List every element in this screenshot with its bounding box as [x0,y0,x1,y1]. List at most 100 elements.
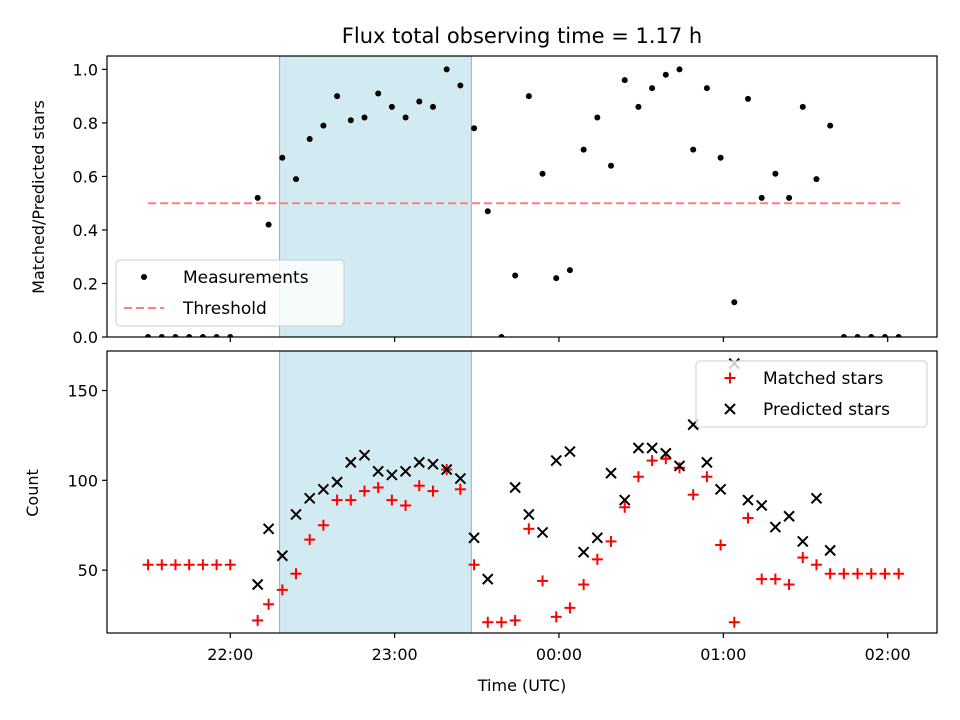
data-point [690,146,697,153]
data-point [413,456,425,469]
data-point [865,568,877,580]
data-point [756,573,768,585]
data-point [578,579,590,591]
legend-marker [141,274,147,280]
data-point [676,66,683,73]
data-point [427,485,439,497]
data-point [605,467,617,479]
data-point [172,334,179,337]
data-point [632,471,644,483]
data-point [388,103,395,110]
x-tick-label: 00:00 [536,645,582,664]
y-tick-label: 0.4 [73,221,98,240]
data-point [525,93,532,100]
data-point [345,494,357,506]
data-point [879,568,891,580]
data-point [293,176,300,183]
legend: Measurements Threshold [115,259,345,327]
data-point [443,66,450,73]
data-point [649,85,656,92]
legend-label: Matched stars [763,369,883,389]
data-point [591,553,603,565]
y-axis-label-ratio: Matched/Predicted stars [29,100,48,294]
y-tick-label: 0.0 [73,328,98,347]
data-point [413,480,425,492]
data-point [810,492,823,504]
data-point [660,453,672,465]
data-point [646,442,658,454]
data-point [701,456,713,469]
data-point [416,98,423,105]
data-point [854,334,861,337]
data-point [840,334,847,337]
y-tick-label: 50 [78,561,98,580]
data-point [893,568,905,580]
plot-area [145,66,902,337]
data-point [827,122,834,129]
data-point [868,334,875,337]
data-point [755,499,768,512]
panel-ratio: 0.0 0.2 0.4 0.6 0.8 1.0 Measurements Threshold [73,55,938,347]
data-point [852,568,864,580]
data-point [687,489,699,501]
data-point [386,469,398,481]
series-matched-stars [142,453,905,628]
legend-label: Threshold [182,299,267,319]
legend-frame [115,259,345,327]
data-point [512,272,519,279]
data-point [358,485,370,497]
data-point [742,494,754,506]
data-point [564,445,576,458]
x-axis-label: Time (UTC) [477,676,566,695]
data-point [566,267,573,274]
data-point [186,334,193,337]
data-point [372,465,384,478]
x-tick-label: 23:00 [372,645,418,664]
data-point [303,492,316,504]
data-point [509,481,521,494]
legend: Matched stars Predicted stars [695,360,928,428]
data-point [361,114,368,121]
data-point [786,194,793,201]
axes-frame [106,350,938,634]
data-point [810,559,822,571]
data-point [509,614,521,626]
data-point [797,535,809,548]
data-point [254,194,261,201]
data-point [550,454,562,467]
data-point [331,494,343,506]
data-point [375,90,382,97]
data-point [482,573,494,585]
legend-label: Predicted stars [763,400,890,420]
data-point [605,535,617,547]
data-point [399,465,412,478]
y-tick-label: 100 [67,471,98,490]
y-tick-label: 0.8 [73,114,98,133]
data-point [402,114,409,121]
data-point [468,559,480,571]
y-tick-label: 1.0 [73,60,98,79]
data-point [262,523,275,535]
data-point [673,460,686,472]
data-point [594,114,601,121]
data-point [482,616,494,628]
data-point [498,334,505,337]
legend-marker [724,403,736,415]
data-point [347,117,354,124]
data-point [662,71,669,78]
data-point [142,559,154,571]
data-point [484,208,491,215]
data-point [454,483,466,495]
data-point [635,103,642,110]
data-point [619,494,631,506]
data-point [197,559,209,571]
data-point [632,442,645,454]
data-point [523,508,535,521]
data-point [580,146,587,153]
data-point [224,559,236,571]
x-tick-label: 01:00 [700,645,746,664]
highlight-span [279,350,472,634]
x-tick-label: 02:00 [865,645,911,664]
data-point [429,103,436,110]
